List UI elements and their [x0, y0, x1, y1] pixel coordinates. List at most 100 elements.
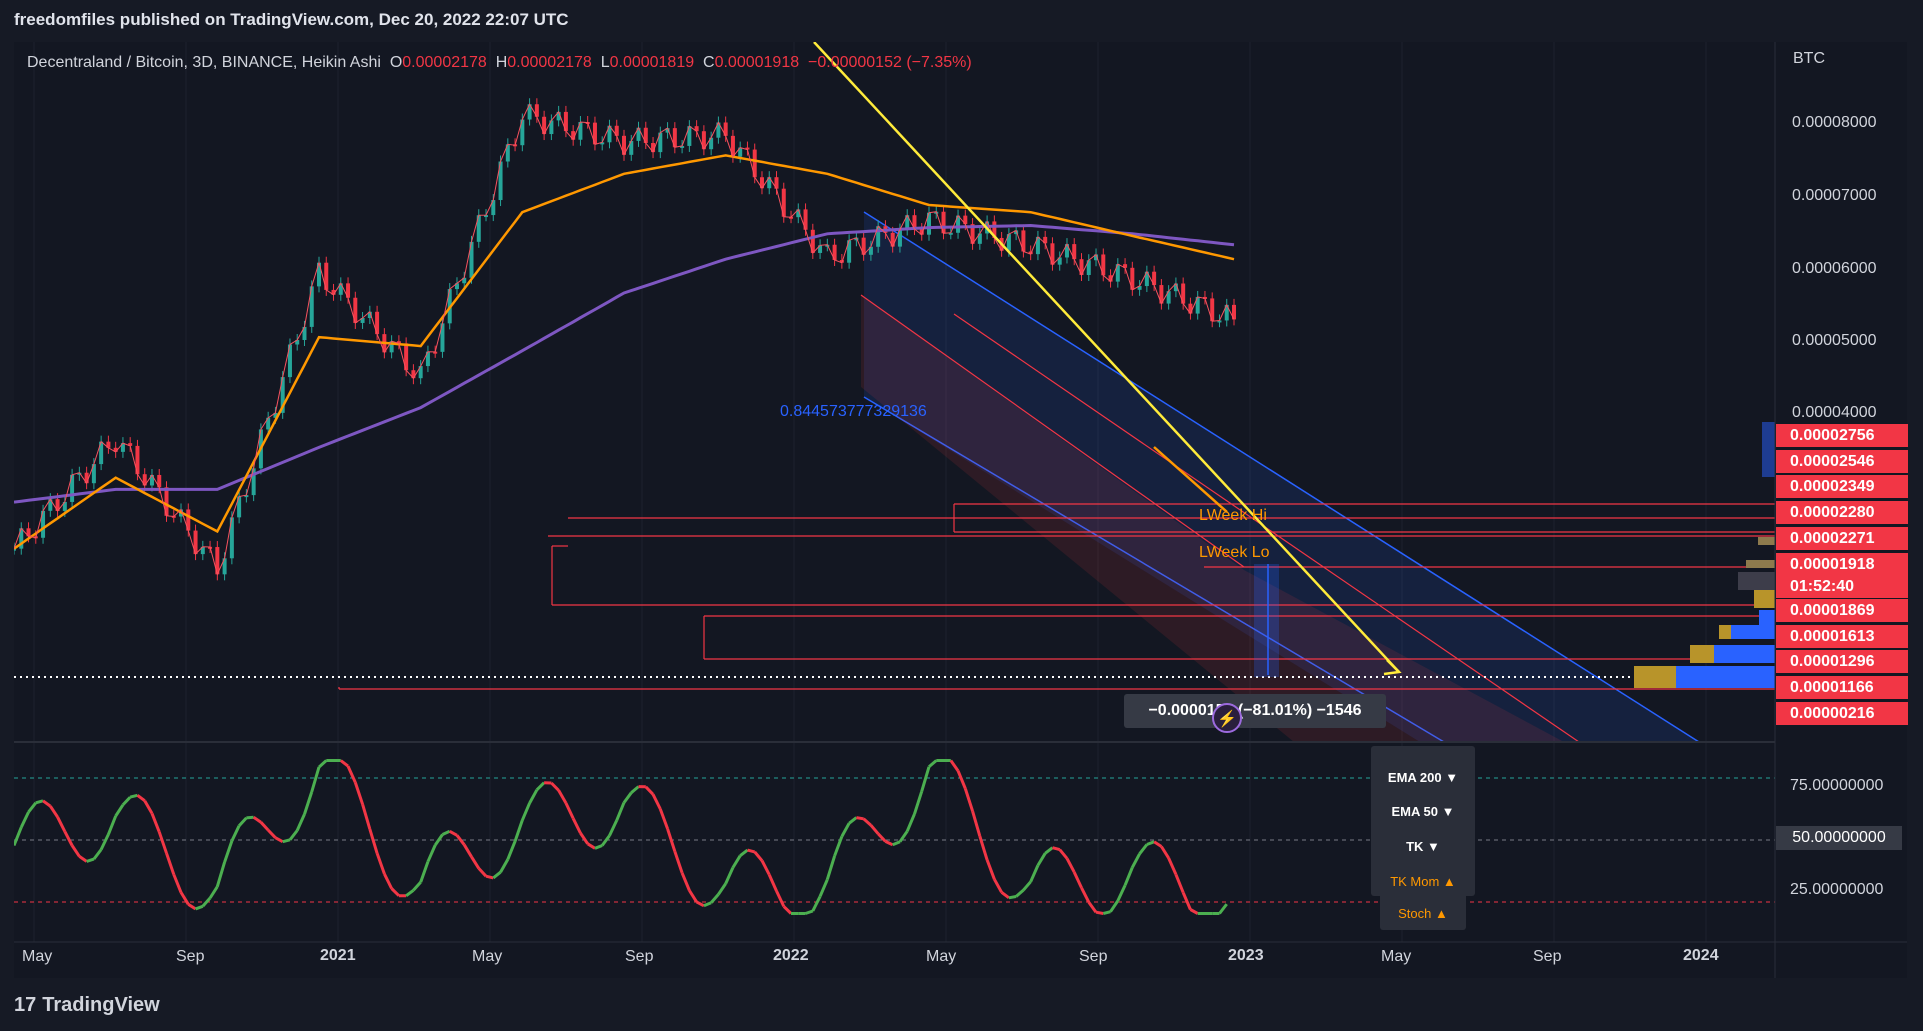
stoch-segment: [1116, 884, 1127, 902]
stoch-segment: [136, 794, 146, 802]
time-tick: Sep: [625, 948, 654, 965]
tradingview-logo[interactable]: 17 TradingView: [14, 994, 160, 1017]
indicator-menu-stoch[interactable]: Stoch ▲: [1380, 896, 1466, 930]
stoch-segment: [368, 828, 379, 854]
stoch-segment: [892, 840, 901, 847]
stoch-segment: [361, 803, 372, 830]
stoch-segment: [1189, 908, 1199, 915]
stoch-segment: [70, 844, 81, 858]
price-tick: 0.00006000: [1792, 260, 1877, 277]
menu-item-tk-mom[interactable]: TK Mom ▲: [1390, 874, 1456, 889]
candle: [14, 548, 16, 551]
stoch-segment: [448, 829, 458, 837]
brand-name: TradingView: [42, 994, 160, 1016]
countdown-tag: 01:52:40: [1776, 575, 1908, 598]
stoch-segment: [818, 879, 829, 897]
stoch-segment: [557, 789, 568, 804]
osc-current-tag: 50.00000000: [1776, 826, 1902, 850]
stoch-segment: [594, 844, 603, 850]
orange-line: [1153, 446, 1228, 513]
stoch-segment: [550, 781, 560, 792]
stoch-segment: [230, 825, 241, 842]
stoch-segment: [339, 759, 349, 768]
chart-legend[interactable]: Decentraland / Bitcoin, 3D, BINANCE, Hei…: [27, 54, 972, 72]
stoch-segment: [99, 833, 110, 851]
open-value: 0.00002178: [402, 54, 487, 71]
stoch-segment: [963, 788, 975, 812]
channel-lower-line[interactable]: [863, 396, 1445, 743]
stoch-segment: [1109, 900, 1120, 913]
stoch-segment: [688, 889, 698, 903]
stoch-segment: [1000, 891, 1010, 899]
open-label: O: [389, 54, 403, 71]
stoch-segment: [1022, 880, 1032, 892]
lightning-icon[interactable]: ⚡: [1212, 703, 1242, 733]
stoch-segment: [1072, 871, 1083, 889]
osc-tick: 25.00000000: [1790, 881, 1884, 898]
stoch-segment: [579, 832, 589, 845]
measure-result-box: −0.0000157 (−81.01%) −1546: [1124, 694, 1386, 728]
stoch-segment: [390, 887, 400, 897]
price-tag-level: 0.00002271: [1776, 527, 1908, 550]
price-tick: 0.00005000: [1792, 332, 1877, 349]
stoch-segment: [840, 822, 851, 838]
stoch-segment: [419, 861, 430, 883]
stoch-segment: [433, 833, 444, 846]
time-tick: Sep: [1533, 948, 1562, 965]
stoch-segment: [949, 759, 960, 772]
red-channel-line-2: [860, 294, 1245, 568]
price-tick: 0.00007000: [1792, 187, 1877, 204]
stoch-segment: [1058, 848, 1069, 860]
stoch-segment: [288, 829, 299, 841]
stoch-segment: [564, 802, 575, 820]
price-tag-level: 0.00002546: [1776, 450, 1908, 473]
stoch-segment: [86, 857, 95, 863]
stoch-segment: [208, 885, 219, 899]
low-value: 0.00001819: [609, 54, 695, 71]
change-value: −0.00000152 (−7.35%): [808, 54, 972, 71]
chart-canvas[interactable]: [14, 42, 1907, 978]
measure-rect: [1254, 564, 1279, 677]
stoch-segment: [1044, 846, 1054, 855]
stoch-segment: [259, 821, 270, 832]
menu-item-tk[interactable]: TK ▼: [1406, 839, 1440, 854]
stoch-segment: [42, 799, 52, 808]
stoch-segment: [172, 873, 183, 893]
red-zone: [861, 295, 1564, 742]
stoch-segment: [877, 832, 887, 843]
stoch-segment: [600, 834, 611, 847]
menu-item-ema50[interactable]: EMA 50 ▼: [1391, 804, 1455, 819]
stoch-oscillator[interactable]: [14, 759, 1228, 915]
osc-tick: 75.00000000: [1790, 777, 1884, 794]
time-tick: May: [472, 948, 503, 965]
stoch-segment: [282, 838, 291, 844]
stoch-segment: [1167, 857, 1178, 876]
stoch-segment: [426, 844, 437, 863]
stoch-segment: [14, 826, 23, 847]
stoch-segment: [375, 852, 386, 875]
ema-200-line[interactable]: [14, 223, 1235, 504]
menu-item-stoch[interactable]: Stoch ▲: [1398, 906, 1448, 921]
stoch-segment: [1008, 895, 1017, 900]
stoch-segment: [571, 817, 582, 834]
stoch-segment: [470, 856, 481, 870]
stoch-segment: [811, 895, 822, 912]
indicator-menu[interactable]: EMA 200 ▼ EMA 50 ▼ TK ▼ TK Mom ▲: [1371, 746, 1475, 896]
stoch-segment: [49, 805, 59, 818]
stoch-segment: [1153, 840, 1163, 848]
stoch-segment: [267, 829, 277, 839]
time-tick: Sep: [1079, 948, 1108, 965]
ema-50-line[interactable]: [14, 154, 1235, 550]
stoch-segment: [412, 881, 422, 892]
stoch-segment: [157, 831, 168, 854]
stoch-segment: [658, 808, 670, 830]
stoch-segment: [1095, 910, 1104, 915]
stoch-segment: [869, 824, 880, 835]
stoch-segment: [114, 804, 125, 817]
menu-item-ema200[interactable]: EMA 200 ▼: [1387, 770, 1459, 785]
yellow-trendline[interactable]: [813, 42, 1400, 673]
channel-upper-line[interactable]: [863, 211, 1700, 743]
price-tag-level: 0.00002349: [1776, 475, 1908, 498]
stoch-segment: [19, 811, 30, 828]
stoch-segment: [107, 815, 118, 835]
